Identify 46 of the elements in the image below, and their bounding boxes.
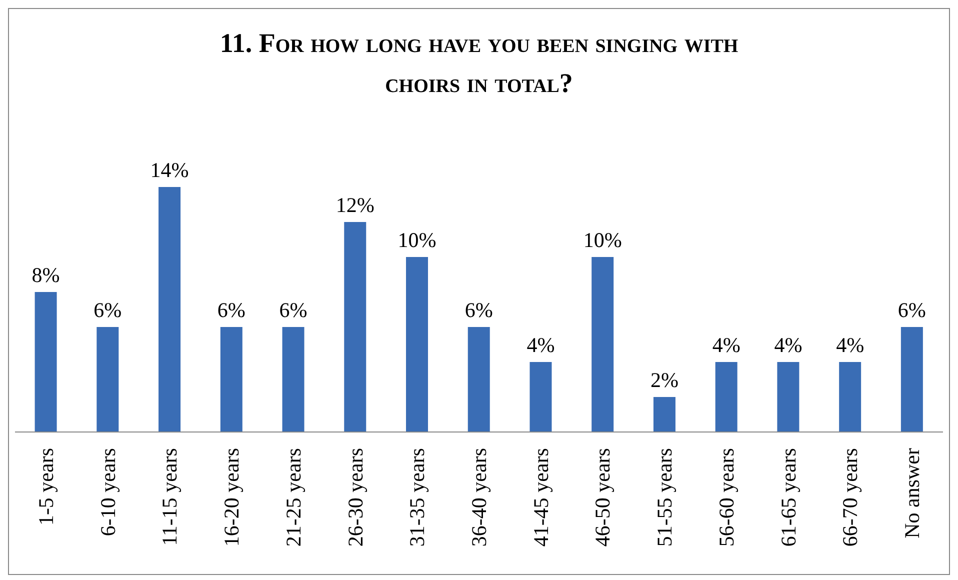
x-tick-label: 16-20 years	[220, 448, 244, 547]
bar	[592, 257, 614, 432]
bar	[220, 327, 242, 432]
data-label: 6%	[898, 298, 926, 322]
bar	[777, 362, 800, 432]
data-label: 6%	[279, 298, 308, 322]
bar	[715, 362, 738, 432]
data-label: 6%	[94, 298, 122, 322]
x-tick-label: 51-55 years	[652, 448, 677, 547]
bar	[344, 222, 366, 432]
x-tick-label: 41-45 years	[528, 448, 553, 547]
data-label: 2%	[650, 368, 678, 392]
x-tick-label: 46-50 years	[590, 448, 615, 547]
bar	[530, 362, 552, 432]
data-label: 8%	[32, 263, 60, 287]
bar	[282, 327, 304, 432]
bar	[653, 397, 676, 432]
data-label: 10%	[398, 228, 436, 252]
x-tick-label: 36-40 years	[467, 448, 491, 547]
x-tick-label: 61-65 years	[776, 448, 800, 547]
x-tick-label: 31-35 years	[405, 448, 430, 547]
x-tick-label: 26-30 years	[343, 448, 368, 547]
bar	[900, 327, 923, 432]
bar	[158, 187, 181, 432]
data-label: 4%	[774, 333, 802, 357]
bar	[468, 327, 490, 432]
data-label: 4%	[526, 333, 555, 357]
bar	[839, 362, 862, 432]
x-tick-label: 6-10 years	[96, 448, 120, 536]
data-label: 6%	[464, 298, 493, 322]
data-label: 12%	[336, 193, 374, 217]
bar	[34, 292, 57, 432]
data-label: 6%	[217, 298, 246, 322]
x-tick-label: 56-60 years	[714, 448, 738, 547]
data-label: 10%	[583, 228, 622, 252]
bar	[96, 327, 119, 432]
chart-title: 11. For how long have you been singing with choirs in total?	[218, 27, 740, 100]
x-tick-label: No answer	[900, 448, 924, 538]
x-tick-label: 66-70 years	[838, 448, 862, 547]
x-tick-label: 11-15 years	[158, 448, 182, 546]
data-label: 4%	[712, 333, 740, 357]
bar	[406, 257, 428, 432]
x-tick-label: 21-25 years	[281, 448, 306, 547]
data-label: 14%	[150, 158, 189, 182]
x-tick-label: 1-5 years	[34, 448, 58, 526]
data-label: 4%	[836, 333, 864, 357]
